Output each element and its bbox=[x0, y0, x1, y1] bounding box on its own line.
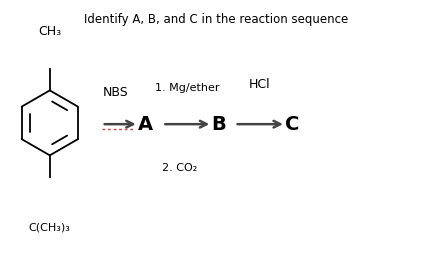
Text: CH₃: CH₃ bbox=[38, 25, 61, 38]
Text: Identify A, B, and C in the reaction sequence: Identify A, B, and C in the reaction seq… bbox=[84, 13, 349, 26]
Text: C(CH₃)₃: C(CH₃)₃ bbox=[29, 223, 71, 233]
Text: A: A bbox=[138, 115, 152, 134]
Text: 1. Mg/ether: 1. Mg/ether bbox=[155, 83, 219, 93]
Text: C: C bbox=[285, 115, 300, 134]
Text: NBS: NBS bbox=[103, 86, 129, 99]
Text: 2. CO₂: 2. CO₂ bbox=[162, 163, 197, 173]
Text: HCl: HCl bbox=[249, 78, 271, 91]
Text: B: B bbox=[211, 115, 226, 134]
